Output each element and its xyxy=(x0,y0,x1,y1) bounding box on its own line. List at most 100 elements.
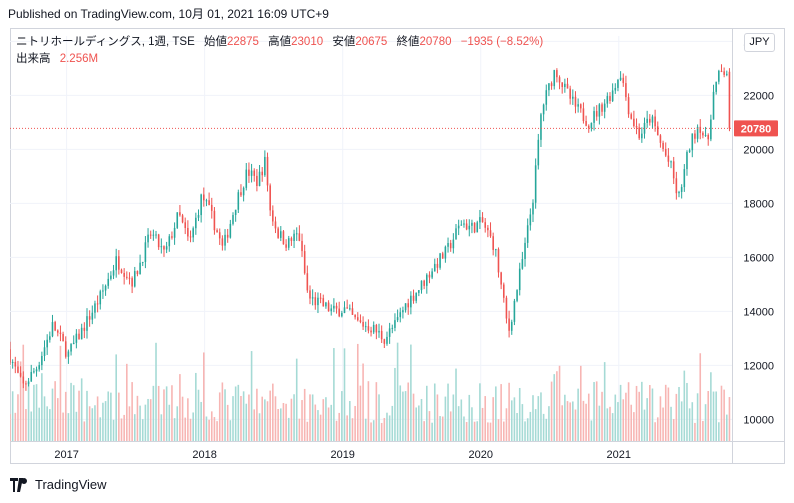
candle-body xyxy=(710,119,712,140)
volume-bar xyxy=(662,407,664,441)
candle-body xyxy=(91,312,94,320)
candle-body xyxy=(168,236,171,247)
volume-bar xyxy=(659,396,662,441)
volume-bar xyxy=(10,414,11,441)
candle-body xyxy=(226,234,229,238)
candle-body xyxy=(537,139,540,166)
volume-bar xyxy=(487,422,489,441)
candle-body xyxy=(463,223,465,225)
volume-bar xyxy=(638,391,640,441)
candle-body xyxy=(43,347,46,356)
candle-body xyxy=(394,320,396,328)
candle-body xyxy=(439,253,441,268)
candle-body xyxy=(102,290,104,292)
candle-body xyxy=(250,170,253,176)
volume-bar xyxy=(569,402,571,441)
candle-body xyxy=(484,222,487,228)
volume-bar xyxy=(577,388,579,441)
candle-body xyxy=(704,134,707,136)
candle-body xyxy=(41,355,43,366)
volume-bar xyxy=(718,422,720,441)
candle-body xyxy=(370,330,372,333)
volume-bar xyxy=(593,382,595,441)
candle-body xyxy=(14,361,17,367)
candle-body xyxy=(72,342,75,345)
volume-bar xyxy=(306,421,309,441)
volume-bar xyxy=(94,405,96,441)
volume-bar xyxy=(630,404,633,441)
candle-body xyxy=(487,227,489,231)
candle-body xyxy=(407,303,410,308)
candle-body xyxy=(343,307,346,314)
candle-body xyxy=(694,133,696,139)
candle-body xyxy=(529,214,532,226)
volume-bar xyxy=(232,396,234,441)
candles xyxy=(10,64,731,391)
candle-body xyxy=(203,194,205,201)
candle-body xyxy=(686,151,688,170)
volume-bar xyxy=(452,394,455,441)
candle-body xyxy=(181,215,184,223)
candle-body xyxy=(542,104,545,115)
volume-bar xyxy=(325,397,327,441)
volume-bar xyxy=(317,410,319,441)
volume-bar xyxy=(110,392,112,441)
candle-body xyxy=(402,310,404,313)
candle-body xyxy=(49,336,51,340)
candle-body xyxy=(726,73,728,75)
legend-open-label: 始値 xyxy=(203,36,227,48)
volume-bar xyxy=(171,385,173,441)
volume-bar xyxy=(723,389,725,441)
candle-body xyxy=(295,233,298,235)
candle-body xyxy=(266,156,269,186)
currency-button[interactable]: JPY xyxy=(744,33,775,52)
volume-bar xyxy=(155,342,157,441)
legend-close: 20780 xyxy=(419,36,452,48)
candle-body xyxy=(638,127,640,139)
volume-bar xyxy=(102,402,104,441)
volume-bar xyxy=(195,372,197,441)
candle-body xyxy=(622,77,625,84)
candle-body xyxy=(683,169,686,188)
candle-body xyxy=(272,210,274,222)
volume-bar xyxy=(720,385,723,441)
candle-body xyxy=(508,318,510,331)
candle-body xyxy=(144,242,147,262)
volume-bar xyxy=(606,408,609,441)
volume-bar xyxy=(726,414,728,441)
volume-bar xyxy=(479,383,481,441)
volume-bar xyxy=(415,407,417,441)
candle-body xyxy=(670,161,672,163)
time-tick-label: 2020 xyxy=(469,449,493,461)
volume-bar xyxy=(22,344,25,441)
volume-bar xyxy=(144,404,147,441)
volume-bar xyxy=(33,384,35,441)
candle-body xyxy=(179,212,181,216)
volume-bar xyxy=(290,398,293,441)
candle-body xyxy=(524,242,526,259)
volume-bar xyxy=(163,389,165,441)
candle-body xyxy=(702,132,704,136)
candle-body xyxy=(35,369,38,372)
candlestick-chart[interactable]: 20780 10000 12000 14000 16000 18000 20000 2200… xyxy=(10,28,785,464)
volume-bar xyxy=(595,381,598,441)
candle-body xyxy=(404,303,407,311)
candle-body xyxy=(216,230,218,233)
volume-bar xyxy=(59,345,62,441)
candle-body xyxy=(306,273,309,291)
volume-bar xyxy=(473,421,476,441)
footer-brand[interactable]: TradingView xyxy=(10,477,107,492)
candle-body xyxy=(120,269,123,273)
volume-bar xyxy=(322,399,325,441)
volume-bar xyxy=(354,405,356,441)
volume-bar xyxy=(107,391,110,441)
candle-body xyxy=(667,155,670,162)
volume-bar xyxy=(279,408,282,441)
volume-bar xyxy=(617,402,619,441)
time-tick-label: 2018 xyxy=(192,449,216,461)
volume-bar xyxy=(728,397,731,441)
volume-bar xyxy=(556,371,558,441)
volume-bar xyxy=(128,406,131,441)
candle-body xyxy=(423,280,425,286)
volume-bar xyxy=(139,405,141,441)
